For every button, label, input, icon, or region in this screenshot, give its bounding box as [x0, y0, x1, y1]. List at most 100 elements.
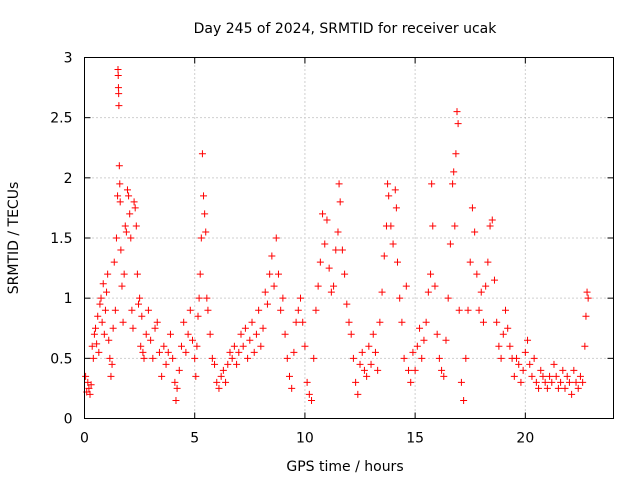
data-point	[453, 108, 461, 116]
data-point	[219, 366, 227, 374]
data-point	[104, 270, 112, 278]
data-point	[457, 378, 465, 386]
data-point	[90, 330, 98, 338]
data-point	[186, 306, 194, 314]
data-point	[504, 324, 512, 332]
data-point	[497, 354, 505, 362]
y-axis-label: SRMTID / TECUs	[6, 182, 22, 295]
data-point	[371, 348, 379, 356]
data-point	[119, 318, 127, 326]
data-point	[541, 378, 549, 386]
data-point	[332, 246, 340, 254]
data-point	[107, 372, 115, 380]
data-point	[528, 372, 536, 380]
data-point	[217, 372, 225, 380]
data-point	[82, 372, 90, 380]
data-point	[114, 72, 122, 80]
data-point	[352, 378, 360, 386]
data-point	[100, 330, 108, 338]
data-point	[92, 324, 100, 332]
data-point	[112, 234, 120, 242]
x-tick-label: 15	[406, 431, 424, 447]
data-point	[524, 336, 532, 344]
y-tick-label: 3	[64, 51, 73, 67]
data-point	[97, 294, 105, 302]
data-point	[550, 360, 558, 368]
data-point	[116, 180, 124, 188]
data-point	[343, 300, 351, 308]
data-point	[153, 318, 161, 326]
data-point	[299, 318, 307, 326]
data-point	[118, 282, 126, 290]
data-point	[455, 306, 463, 314]
data-point	[172, 396, 180, 404]
data-point	[261, 288, 269, 296]
data-point	[464, 306, 472, 314]
data-point	[203, 294, 211, 302]
data-point	[105, 336, 113, 344]
data-point	[255, 306, 263, 314]
data-point	[140, 354, 148, 362]
y-tick-label: 2.5	[50, 111, 72, 127]
data-point	[526, 360, 534, 368]
data-point	[482, 282, 490, 290]
data-point	[142, 330, 150, 338]
data-point	[574, 384, 582, 392]
data-point	[493, 318, 501, 326]
data-point	[235, 348, 243, 356]
data-point	[535, 384, 543, 392]
data-point	[438, 366, 446, 374]
chart-title: Day 245 of 2024, SRMTID for receiver uca…	[194, 21, 498, 37]
data-point	[316, 258, 324, 266]
data-point	[175, 366, 183, 374]
data-point	[173, 384, 181, 392]
data-point	[177, 342, 185, 350]
data-point	[94, 312, 102, 320]
data-point	[444, 294, 452, 302]
data-point	[123, 186, 131, 194]
plot-frame	[84, 57, 614, 419]
data-point	[327, 288, 335, 296]
data-point	[407, 378, 415, 386]
data-point	[537, 366, 545, 374]
data-point	[449, 180, 457, 188]
data-point	[162, 360, 170, 368]
data-point	[330, 282, 338, 290]
data-point	[246, 336, 254, 344]
data-point	[400, 354, 408, 362]
x-tick-label: 0	[80, 431, 89, 447]
data-point	[387, 222, 395, 230]
data-point	[479, 318, 487, 326]
data-point	[136, 294, 144, 302]
data-point	[208, 354, 216, 362]
data-point	[323, 216, 331, 224]
data-point	[451, 222, 459, 230]
data-point	[193, 342, 201, 350]
data-point	[501, 306, 509, 314]
data-point	[191, 354, 199, 362]
data-point	[237, 330, 245, 338]
data-point	[380, 252, 388, 260]
data-point	[109, 324, 117, 332]
data-point	[561, 384, 569, 392]
data-point	[166, 330, 174, 338]
data-point	[164, 348, 172, 356]
data-point	[427, 270, 435, 278]
data-point	[116, 198, 124, 206]
data-point	[510, 372, 518, 380]
data-point	[389, 240, 397, 248]
data-point	[195, 294, 203, 302]
data-point	[325, 264, 333, 272]
data-point	[405, 366, 413, 374]
data-point	[471, 228, 479, 236]
data-point	[131, 204, 139, 212]
data-point	[228, 354, 236, 362]
data-point	[409, 348, 417, 356]
data-point	[462, 354, 470, 362]
data-point	[365, 342, 373, 350]
data-point	[201, 210, 209, 218]
data-point	[294, 306, 302, 314]
data-point	[378, 288, 386, 296]
data-point	[239, 342, 247, 350]
data-point	[411, 366, 419, 374]
